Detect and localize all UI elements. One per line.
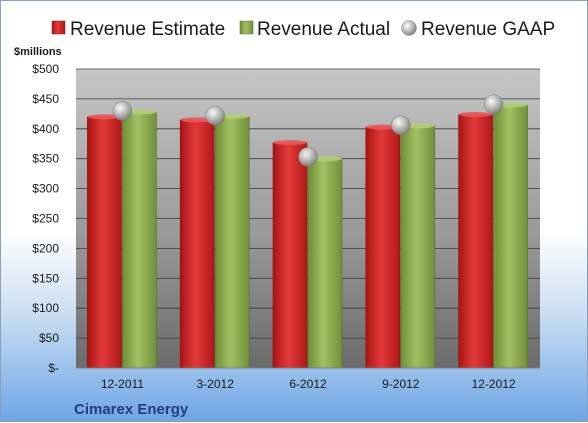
bar-estimate [365, 126, 401, 369]
bar-actual [307, 158, 343, 369]
bar-actual [214, 115, 250, 369]
y-tick-label: $300 [32, 182, 59, 196]
company-label: Cimarex Energy [74, 401, 189, 418]
y-tick-label: $200 [32, 241, 59, 255]
bar-estimate-cap [180, 117, 215, 123]
legend-swatch-estimate [51, 20, 66, 35]
bar-estimate-cap [458, 111, 493, 117]
bar-estimate [87, 116, 122, 369]
y-tick-label: $500 [32, 62, 59, 76]
y-tick-label: $250 [32, 212, 59, 226]
legend-label-gaap: Revenue GAAP [421, 19, 555, 40]
y-tick-label: $450 [32, 92, 59, 106]
x-axis-ticks: 12-2011 3-2012 6-2012 9-2012 12-2012 [101, 377, 516, 391]
bar-actual [122, 111, 157, 369]
legend-swatch-actual [239, 20, 254, 35]
y-tick-label: $100 [32, 301, 59, 315]
bar-estimate [272, 142, 308, 369]
legend-item-estimate: Revenue Estimate [51, 19, 225, 40]
legend-marker-gaap [401, 20, 417, 36]
x-tick-label: 3-2012 [197, 377, 235, 391]
bar-actual [493, 104, 528, 369]
y-axis-ticks: $- $50 $100 $150 $200 $250 $300 $350 $400 $450 $50… [32, 62, 59, 375]
y-tick-label: $50 [39, 331, 59, 345]
y-tick-label: $350 [32, 152, 59, 166]
y-tick-label: $- [48, 361, 59, 375]
legend-item-actual: Revenue Actual [239, 19, 390, 40]
bar-estimate [458, 114, 493, 369]
legend: Revenue Estimate Revenue Actual Revenue … [51, 19, 555, 40]
gaap-marker [483, 94, 504, 115]
bar-estimate-cap [273, 140, 307, 146]
x-tick-label: 6-2012 [289, 377, 327, 391]
y-tick-label: $400 [32, 122, 59, 136]
bar-actual [400, 125, 436, 369]
bars [87, 102, 528, 369]
legend-item-gaap: Revenue GAAP [401, 19, 555, 40]
gaap-markers [112, 94, 504, 167]
bar-estimate-cap [87, 114, 122, 120]
gaap-marker [205, 105, 225, 126]
x-tick-label: 9-2012 [382, 377, 420, 391]
legend-label-actual: Revenue Actual [257, 19, 390, 40]
unit-label: $millions [14, 46, 62, 58]
y-tick-label: $150 [32, 271, 59, 285]
gaap-marker [298, 147, 318, 167]
x-tick-label: 12-2011 [101, 377, 144, 391]
bar-estimate [179, 119, 215, 369]
gaap-marker [391, 115, 411, 135]
x-tick-label: 12-2012 [472, 377, 516, 391]
gaap-marker [112, 101, 133, 121]
legend-label-estimate: Revenue Estimate [70, 19, 225, 40]
